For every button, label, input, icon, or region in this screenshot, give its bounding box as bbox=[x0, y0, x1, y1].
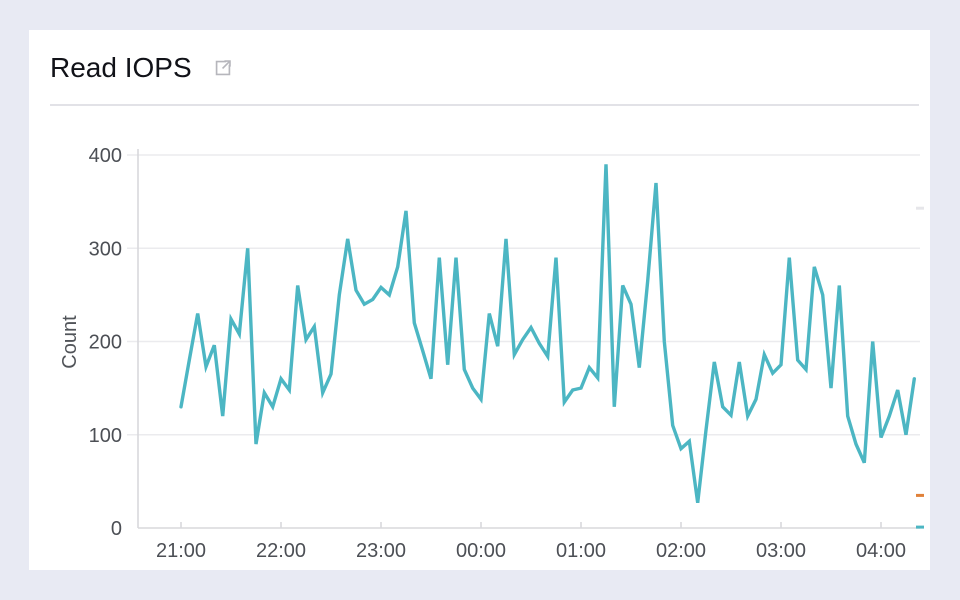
x-axis-tick-label: 21:00 bbox=[156, 540, 206, 562]
x-axis-tick-label: 04:00 bbox=[856, 540, 906, 562]
y-axis-title: Count bbox=[59, 315, 81, 369]
x-axis-tick-label: 22:00 bbox=[256, 540, 306, 562]
y-axis-tick-label: 0 bbox=[111, 518, 122, 540]
x-axis-tick-label: 01:00 bbox=[556, 540, 606, 562]
header-divider bbox=[50, 104, 919, 106]
chart-title: Read IOPS bbox=[50, 52, 192, 83]
x-axis-tick-label: 23:00 bbox=[356, 540, 406, 562]
y-axis-tick-label: 400 bbox=[89, 145, 122, 167]
y-axis-tick-label: 200 bbox=[89, 332, 122, 354]
read-iops-series-line bbox=[179, 164, 916, 504]
orange-series-fragment bbox=[916, 493, 924, 497]
teal-series-fragment bbox=[916, 525, 924, 529]
y-axis-tick-label: 100 bbox=[89, 425, 122, 447]
faint-series-fragment bbox=[916, 206, 924, 210]
external-link-icon[interactable] bbox=[212, 57, 234, 79]
x-axis-tick-label: 03:00 bbox=[756, 540, 806, 562]
plot-area[interactable] bbox=[138, 148, 920, 528]
x-axis-tick-label: 00:00 bbox=[456, 540, 506, 562]
x-axis-tick-label: 02:00 bbox=[656, 540, 706, 562]
y-axis-tick-label: 300 bbox=[89, 238, 122, 260]
